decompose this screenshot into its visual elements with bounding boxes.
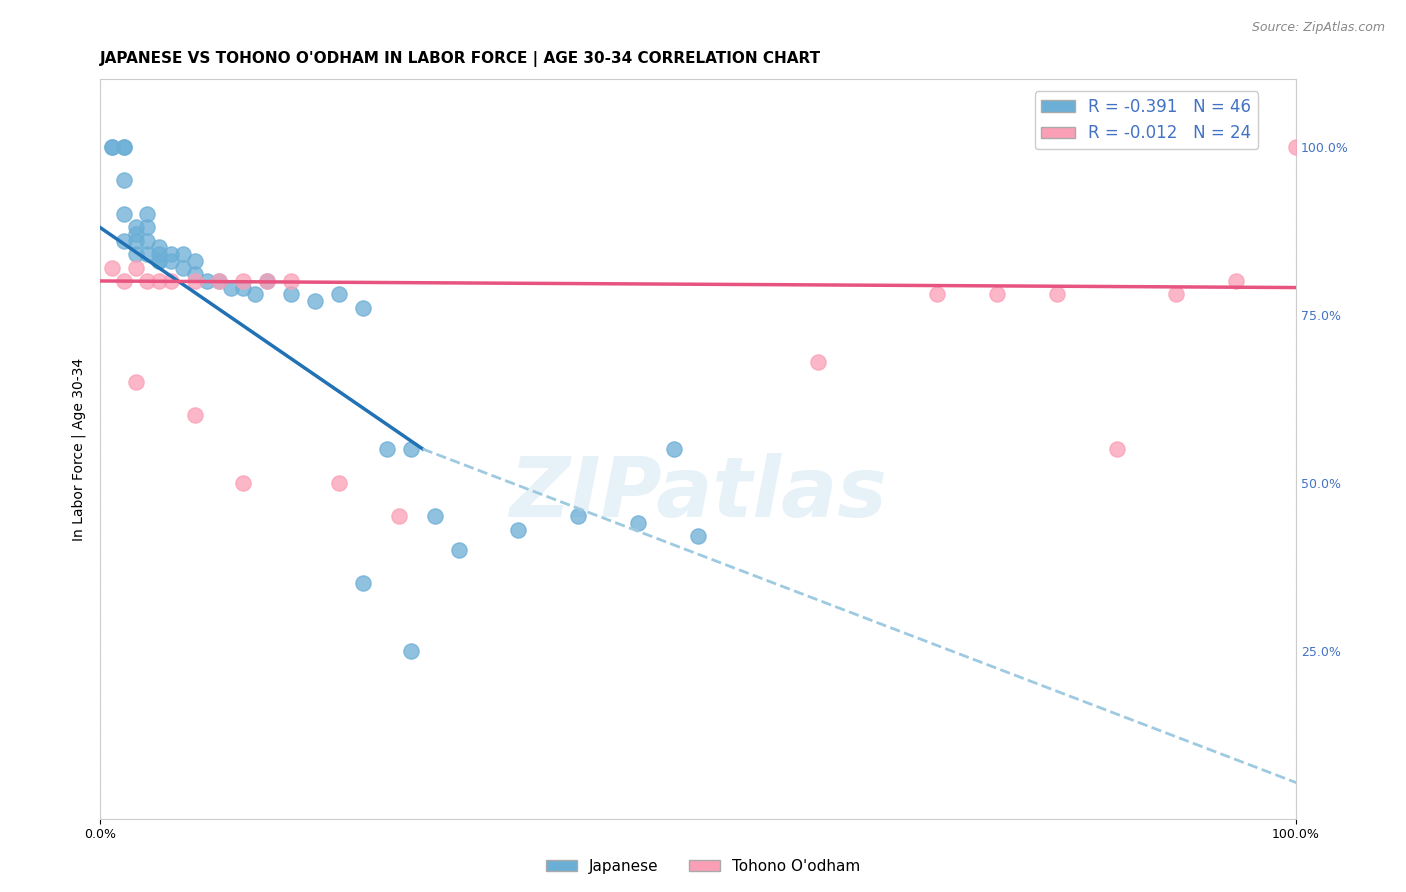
Point: [112, 139, 135, 153]
Point: [243, 287, 266, 301]
Point: [112, 274, 135, 288]
Point: [124, 260, 146, 275]
Point: [304, 294, 326, 309]
Point: [112, 139, 135, 153]
Point: [1046, 287, 1069, 301]
Text: Source: ZipAtlas.com: Source: ZipAtlas.com: [1251, 21, 1385, 34]
Point: [148, 253, 170, 268]
Point: [148, 274, 170, 288]
Point: [423, 509, 446, 524]
Point: [124, 227, 146, 241]
Point: [219, 281, 242, 295]
Point: [184, 409, 207, 423]
Point: [100, 260, 122, 275]
Point: [280, 274, 302, 288]
Point: [806, 354, 828, 368]
Point: [232, 281, 254, 295]
Point: [1166, 287, 1188, 301]
Point: [148, 247, 170, 261]
Point: [686, 529, 709, 543]
Point: [136, 234, 159, 248]
Point: [124, 247, 146, 261]
Point: [256, 274, 278, 288]
Point: [160, 274, 183, 288]
Point: [184, 267, 207, 281]
Legend: R = -0.391   N = 46, R = -0.012   N = 24: R = -0.391 N = 46, R = -0.012 N = 24: [1035, 91, 1258, 149]
Point: [352, 576, 374, 591]
Point: [124, 234, 146, 248]
Point: [1285, 139, 1308, 153]
Point: [352, 301, 374, 315]
Point: [136, 220, 159, 235]
Point: [100, 139, 122, 153]
Point: [124, 220, 146, 235]
Point: [927, 287, 949, 301]
Point: [662, 442, 685, 456]
Point: [208, 274, 231, 288]
Point: [399, 442, 422, 456]
Point: [136, 274, 159, 288]
Point: [388, 509, 411, 524]
Point: [567, 509, 589, 524]
Point: [328, 287, 350, 301]
Point: [148, 253, 170, 268]
Point: [986, 287, 1008, 301]
Point: [280, 287, 302, 301]
Point: [508, 523, 530, 537]
Text: JAPANESE VS TOHONO O'ODHAM IN LABOR FORCE | AGE 30-34 CORRELATION CHART: JAPANESE VS TOHONO O'ODHAM IN LABOR FORC…: [100, 51, 821, 67]
Point: [160, 247, 183, 261]
Point: [208, 274, 231, 288]
Point: [1225, 274, 1247, 288]
Point: [1105, 442, 1128, 456]
Point: [172, 260, 194, 275]
Point: [184, 253, 207, 268]
Point: [232, 274, 254, 288]
Point: [627, 516, 650, 530]
Y-axis label: In Labor Force | Age 30-34: In Labor Force | Age 30-34: [72, 358, 86, 541]
Point: [184, 274, 207, 288]
Point: [100, 139, 122, 153]
Point: [136, 247, 159, 261]
Point: [112, 234, 135, 248]
Point: [172, 247, 194, 261]
Point: [256, 274, 278, 288]
Point: [124, 375, 146, 389]
Point: [160, 253, 183, 268]
Text: ZIPatlas: ZIPatlas: [509, 453, 887, 533]
Point: [148, 240, 170, 254]
Point: [375, 442, 398, 456]
Point: [399, 643, 422, 657]
Point: [112, 173, 135, 187]
Point: [136, 207, 159, 221]
Legend: Japanese, Tohono O'odham: Japanese, Tohono O'odham: [540, 853, 866, 880]
Point: [328, 475, 350, 490]
Point: [232, 475, 254, 490]
Point: [447, 542, 470, 557]
Point: [195, 274, 218, 288]
Point: [112, 207, 135, 221]
